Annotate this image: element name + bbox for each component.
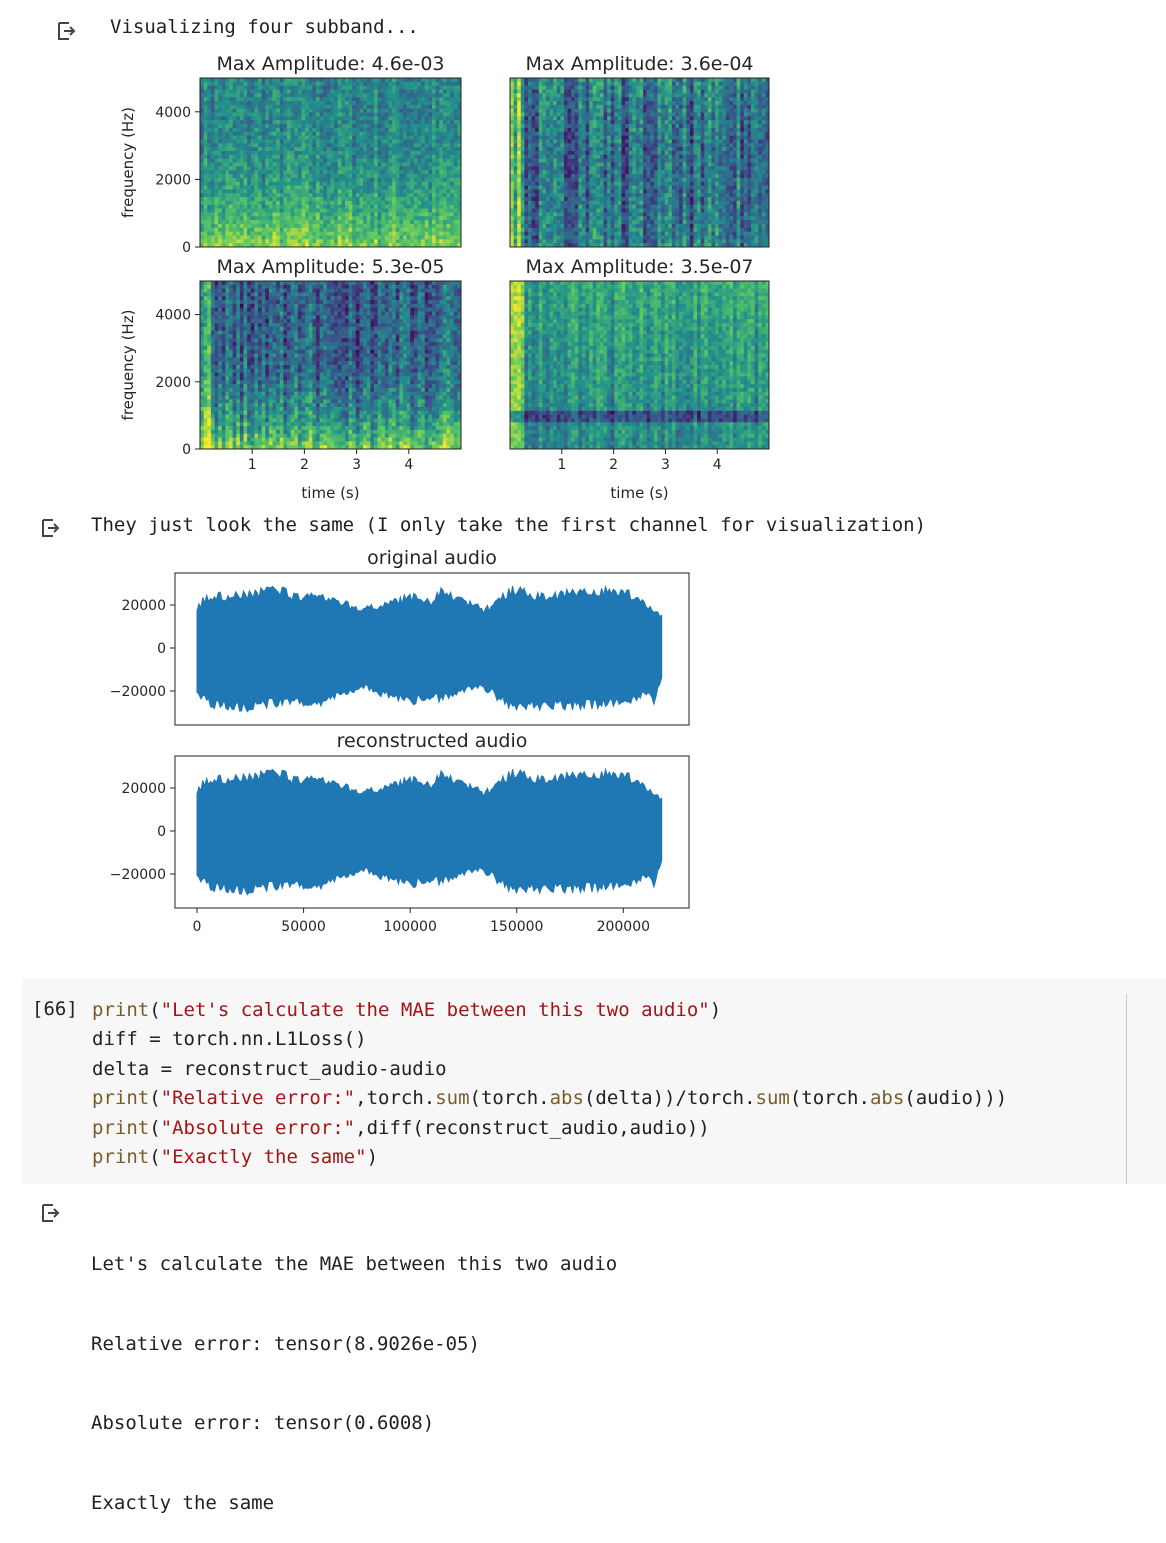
builtin-token: print (92, 999, 149, 1021)
y-tick-label: −20000 (110, 684, 166, 700)
output-arrow-icon (40, 1202, 62, 1224)
y-tick-label: 20000 (121, 781, 166, 797)
code-token: (delta))/torch. (584, 1087, 756, 1109)
y-tick-label: −20000 (110, 867, 166, 883)
string-literal: "Exactly the same" (161, 1146, 367, 1168)
axes-title: reconstructed audio (337, 730, 528, 752)
cell-divider (1126, 994, 1127, 1184)
code-token: ) (367, 1146, 378, 1168)
y-tick-label: 0 (157, 824, 166, 840)
x-tick-label: 150000 (490, 919, 543, 935)
code-token: ,torch. (355, 1087, 435, 1109)
code-line: print("Relative error:",torch.sum(torch.… (92, 1084, 1007, 1113)
code-cell[interactable]: [66] print("Let's calculate the MAE betw… (22, 978, 1166, 1184)
code-line: delta = reconstruct_audio-audio (92, 1055, 1007, 1084)
y-tick-label: 20000 (121, 598, 166, 614)
code-editor[interactable]: print("Let's calculate the MAE between t… (92, 996, 1007, 1172)
code-token: ,diff(reconstruct_audio,audio)) (355, 1117, 710, 1139)
x-tick-label: 100000 (383, 919, 436, 935)
code-token: delta = reconstruct_audio-audio (92, 1058, 447, 1080)
builtin-token: print (92, 1087, 149, 1109)
output-line: Exactly the same (91, 1490, 617, 1517)
y-tick-label: 0 (157, 641, 166, 657)
code-token: ( (149, 1087, 160, 1109)
builtin-token: sum (435, 1087, 469, 1109)
code-token: (audio))) (904, 1087, 1007, 1109)
code-token: (torch. (470, 1087, 550, 1109)
builtin-token: abs (550, 1087, 584, 1109)
output-line: Relative error: tensor(8.9026e-05) (91, 1331, 617, 1358)
x-tick-label: 0 (193, 919, 202, 935)
code-token: (torch. (790, 1087, 870, 1109)
code-token: ( (149, 1117, 160, 1139)
code-line: print("Absolute error:",diff(reconstruct… (92, 1114, 1007, 1143)
builtin-token: sum (756, 1087, 790, 1109)
x-tick-label: 200000 (597, 919, 650, 935)
output-line: Let's calculate the MAE between this two… (91, 1251, 617, 1278)
waveform-series (197, 586, 662, 712)
builtin-token: print (92, 1146, 149, 1168)
string-literal: "Let's calculate the MAE between this tw… (161, 999, 710, 1021)
execution-count: [66] (32, 998, 78, 1020)
code-token: ( (149, 999, 160, 1021)
code-line: diff = torch.nn.L1Loss() (92, 1025, 1007, 1054)
waveform-series (197, 769, 662, 895)
x-tick-label: 50000 (281, 919, 326, 935)
code-line: print("Exactly the same") (92, 1143, 1007, 1172)
waveform-comparison-figure: original audio200000−20000reconstructed … (0, 0, 1166, 960)
code-token: diff = torch.nn.L1Loss() (92, 1028, 367, 1050)
string-literal: "Absolute error:" (161, 1117, 355, 1139)
output-line: Absolute error: tensor(0.6008) (91, 1410, 617, 1437)
cell-output: Let's calculate the MAE between this two… (91, 1198, 617, 1543)
code-line: print("Let's calculate the MAE between t… (92, 996, 1007, 1025)
builtin-token: abs (870, 1087, 904, 1109)
string-literal: "Relative error:" (161, 1087, 355, 1109)
builtin-token: print (92, 1117, 149, 1139)
axes-title: original audio (367, 547, 497, 569)
code-token: ( (149, 1146, 160, 1168)
code-token: ) (710, 999, 721, 1021)
